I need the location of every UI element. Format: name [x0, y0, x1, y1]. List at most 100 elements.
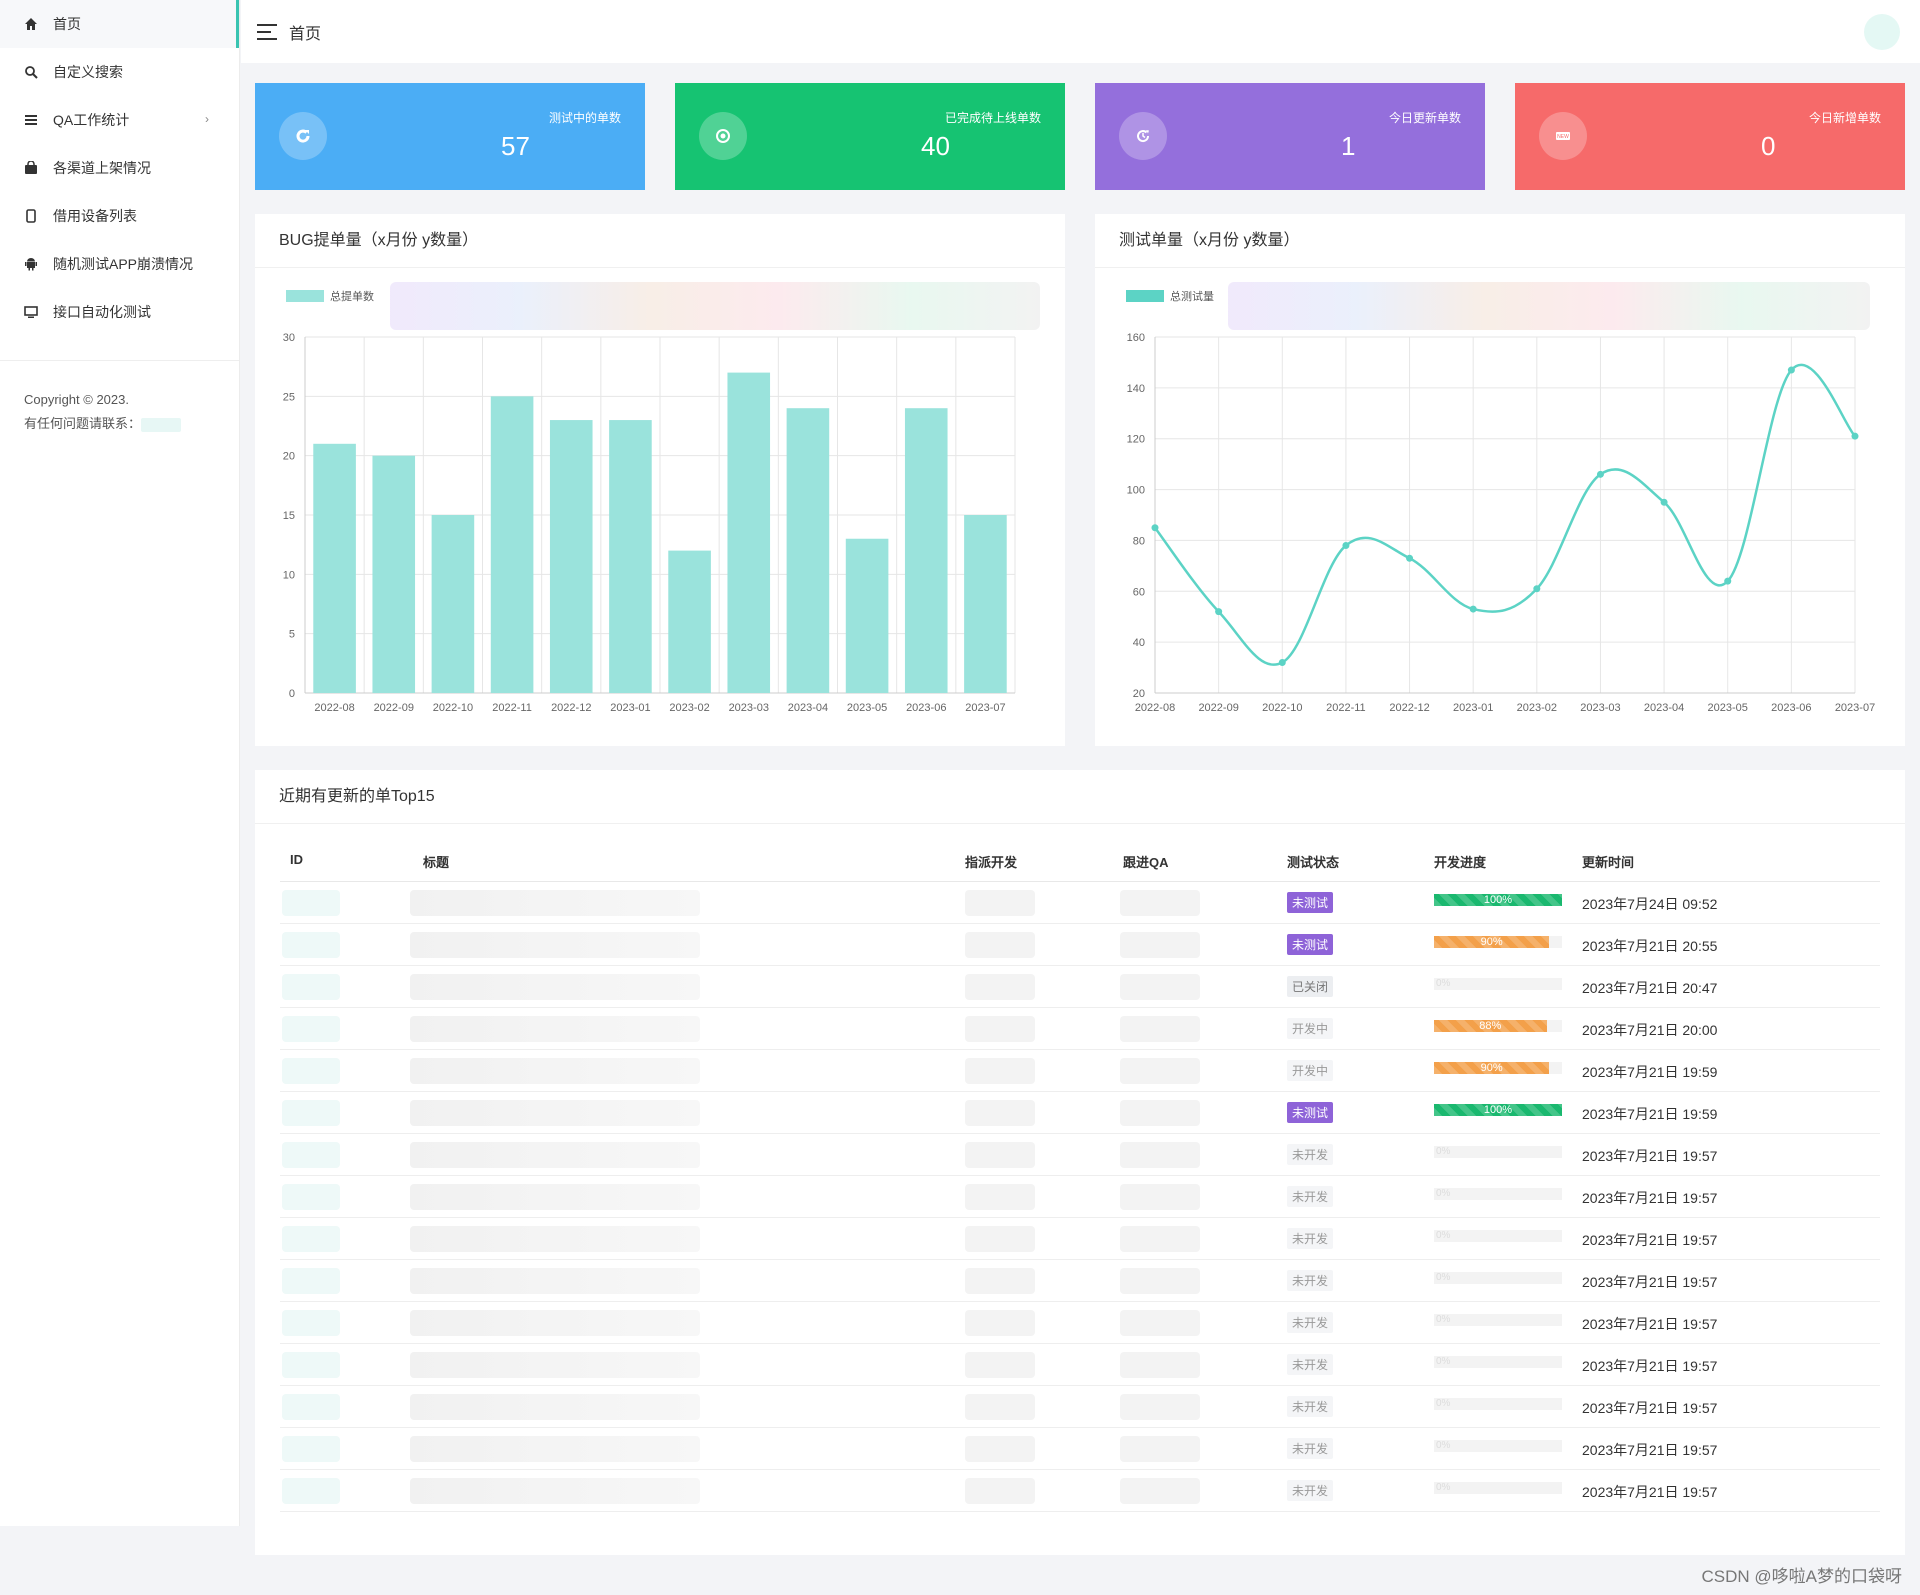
progress-label: 0%: [1436, 978, 1451, 989]
table-row[interactable]: 未开发 0% 2023年7月21日 19:57: [280, 1134, 1880, 1176]
developer-redacted: [965, 1268, 1035, 1294]
sidebar-item[interactable]: QA工作统计 ›: [0, 96, 239, 144]
x-tick-label: 2023-07: [965, 702, 1005, 714]
table-row[interactable]: 未开发 0% 2023年7月21日 19:57: [280, 1260, 1880, 1302]
bar: [786, 408, 830, 693]
developer-redacted: [965, 1394, 1035, 1420]
stat-card[interactable]: 已完成待上线单数 40: [675, 83, 1065, 190]
page-title: 首页: [289, 25, 322, 43]
bar: [372, 455, 416, 693]
developer-redacted: [965, 974, 1035, 1000]
sidebar-item-label: 随机测试APP崩溃情况: [53, 256, 194, 272]
progress-bar: 0%: [1434, 978, 1562, 990]
table-row[interactable]: 未测试 100% 2023年7月21日 19:59: [280, 1092, 1880, 1134]
qa-redacted: [1120, 1184, 1200, 1210]
title-redacted: [410, 1226, 700, 1252]
table-row[interactable]: 未测试 90% 2023年7月21日 20:55: [280, 924, 1880, 966]
stat-value: 40: [921, 131, 950, 161]
progress-fill: 90%: [1434, 1062, 1550, 1074]
progress-label: 0%: [1436, 1314, 1451, 1325]
table-row[interactable]: 未开发 0% 2023年7月21日 19:57: [280, 1176, 1880, 1218]
bug-chart-title: BUG提单量（x月份 y数量）: [255, 214, 1065, 268]
bar: [431, 515, 475, 693]
test-chart-legend[interactable]: 总测试量: [1126, 288, 1214, 304]
table-row[interactable]: 开发中 90% 2023年7月21日 19:59: [280, 1050, 1880, 1092]
id-redacted: [282, 974, 340, 1000]
legend-redacted: [390, 282, 1040, 330]
col-update-time: 更新时间: [1582, 855, 1635, 870]
sidebar-item[interactable]: 随机测试APP崩溃情况: [0, 240, 239, 288]
stat-value: 57: [501, 131, 530, 161]
bar: [609, 420, 652, 693]
y-tick-label: 10: [283, 569, 295, 581]
sidebar-item[interactable]: 接口自动化测试: [0, 288, 239, 336]
progress-bar: 100%: [1434, 894, 1562, 906]
progress-bar: 0%: [1434, 1314, 1562, 1326]
bug-chart-legend[interactable]: 总提单数: [286, 288, 374, 304]
stat-label: 今日新增单数: [1808, 111, 1881, 125]
table-row[interactable]: 未开发 0% 2023年7月21日 19:57: [280, 1344, 1880, 1386]
title-redacted: [410, 1394, 700, 1420]
update-time: 2023年7月21日 20:00: [1582, 1022, 1718, 1038]
x-tick-label: 2022-09: [1198, 702, 1238, 714]
copyright: Copyright © 2023. 有任何问题请联系：: [24, 388, 182, 436]
data-point: [1660, 498, 1668, 506]
x-tick-label: 2023-03: [1580, 702, 1620, 714]
monitor-icon: [24, 305, 38, 319]
table-row[interactable]: 未开发 0% 2023年7月21日 19:57: [280, 1302, 1880, 1344]
id-redacted: [282, 1436, 340, 1462]
bar: [549, 420, 593, 693]
table-row[interactable]: 未开发 0% 2023年7月21日 19:57: [280, 1470, 1880, 1512]
stat-value: 1: [1341, 131, 1356, 161]
id-redacted: [282, 932, 340, 958]
developer-redacted: [965, 1478, 1035, 1504]
update-time: 2023年7月21日 19:57: [1582, 1232, 1718, 1248]
sidebar-item[interactable]: 各渠道上架情况: [0, 144, 239, 192]
id-redacted: [282, 1184, 340, 1210]
legend-swatch: [286, 290, 324, 302]
qa-redacted: [1120, 1436, 1200, 1462]
qa-redacted: [1120, 1142, 1200, 1168]
y-tick-label: 30: [283, 332, 295, 344]
col-test-status: 测试状态: [1287, 855, 1340, 870]
progress-bar: 0%: [1434, 1356, 1562, 1368]
table-row[interactable]: 未开发 0% 2023年7月21日 19:57: [280, 1218, 1880, 1260]
progress-fill: 100%: [1434, 1104, 1562, 1116]
table-row[interactable]: 开发中 88% 2023年7月21日 20:00: [280, 1008, 1880, 1050]
stat-card[interactable]: NEW 今日新增单数 0: [1515, 83, 1905, 190]
stat-card[interactable]: 今日更新单数 1: [1095, 83, 1485, 190]
data-point: [1342, 542, 1350, 550]
status-badge: 未测试: [1287, 1102, 1334, 1123]
status-badge: 未开发: [1287, 1144, 1334, 1165]
avatar[interactable]: [1864, 14, 1900, 50]
y-tick-label: 120: [1127, 434, 1145, 446]
sidebar-item-label: 借用设备列表: [53, 208, 137, 224]
title-redacted: [410, 1016, 700, 1042]
refresh-icon: [279, 112, 327, 160]
x-tick-label: 2023-05: [1708, 702, 1748, 714]
table-row[interactable]: 已关闭 0% 2023年7月21日 20:47: [280, 966, 1880, 1008]
progress-label: 0%: [1436, 1146, 1451, 1157]
x-tick-label: 2022-11: [492, 702, 532, 714]
stat-card[interactable]: 测试中的单数 57: [255, 83, 645, 190]
bar: [904, 408, 948, 693]
x-tick-label: 2023-05: [847, 702, 887, 714]
title-redacted: [410, 1058, 700, 1084]
table-row[interactable]: 未开发 0% 2023年7月21日 19:57: [280, 1386, 1880, 1428]
update-time: 2023年7月21日 19:59: [1582, 1106, 1718, 1122]
stat-label: 测试中的单数: [548, 111, 621, 125]
progress-bar: 0%: [1434, 1230, 1562, 1242]
sidebar-item[interactable]: 自定义搜索: [0, 48, 239, 96]
sidebar-item-label: QA工作统计: [53, 112, 130, 128]
update-time: 2023年7月21日 19:59: [1582, 1064, 1718, 1080]
id-redacted: [282, 1310, 340, 1336]
status-badge: 未测试: [1287, 934, 1334, 955]
title-redacted: [410, 1184, 700, 1210]
table-row[interactable]: 未开发 0% 2023年7月21日 19:57: [280, 1428, 1880, 1470]
menu-toggle-icon[interactable]: [257, 23, 277, 40]
x-tick-label: 2022-12: [551, 702, 591, 714]
sidebar-item[interactable]: 借用设备列表: [0, 192, 239, 240]
id-redacted: [282, 1268, 340, 1294]
sidebar-item[interactable]: 首页: [0, 0, 239, 48]
table-row[interactable]: 未测试 100% 2023年7月24日 09:52: [280, 882, 1880, 924]
